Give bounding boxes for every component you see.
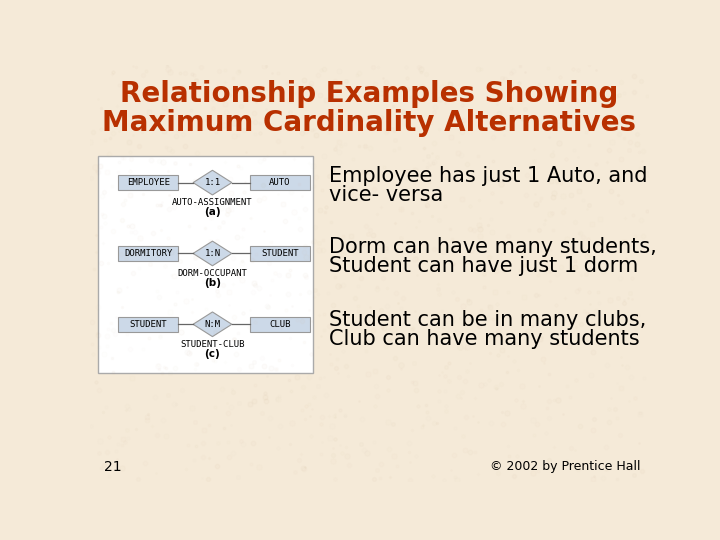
Text: Relationship Examples Showing: Relationship Examples Showing [120,80,618,108]
Text: (a): (a) [204,207,221,217]
FancyBboxPatch shape [250,316,310,332]
Text: AUTO: AUTO [269,178,291,187]
Text: (b): (b) [204,278,221,288]
Polygon shape [193,241,232,266]
Text: Club can have many students: Club can have many students [329,329,639,349]
Text: DORMITORY: DORMITORY [124,249,172,258]
Text: 1:1: 1:1 [204,178,220,187]
Text: AUTO-ASSIGNMENT: AUTO-ASSIGNMENT [172,198,253,207]
FancyBboxPatch shape [118,246,179,261]
Polygon shape [193,170,232,195]
Text: STUDENT: STUDENT [261,249,299,258]
Polygon shape [193,312,232,336]
Text: N:M: N:M [204,320,220,329]
Text: Student can be in many clubs,: Student can be in many clubs, [329,310,646,330]
Text: vice- versa: vice- versa [329,185,443,205]
Text: STUDENT-CLUB: STUDENT-CLUB [180,340,245,349]
Text: © 2002 by Prentice Hall: © 2002 by Prentice Hall [490,460,640,473]
Text: Employee has just 1 Auto, and: Employee has just 1 Auto, and [329,166,647,186]
Text: EMPLOYEE: EMPLOYEE [127,178,170,187]
Text: Maximum Cardinality Alternatives: Maximum Cardinality Alternatives [102,109,636,137]
Text: Dorm can have many students,: Dorm can have many students, [329,237,657,257]
Text: (c): (c) [204,348,220,359]
Text: 1:N: 1:N [204,249,220,258]
Text: Student can have just 1 dorm: Student can have just 1 dorm [329,256,638,276]
FancyBboxPatch shape [98,156,313,373]
FancyBboxPatch shape [250,175,310,190]
Text: STUDENT: STUDENT [130,320,167,329]
Text: 21: 21 [104,460,122,474]
Text: DORM-OCCUPANT: DORM-OCCUPANT [178,269,248,278]
FancyBboxPatch shape [118,175,179,190]
Text: CLUB: CLUB [269,320,291,329]
FancyBboxPatch shape [118,316,179,332]
FancyBboxPatch shape [250,246,310,261]
